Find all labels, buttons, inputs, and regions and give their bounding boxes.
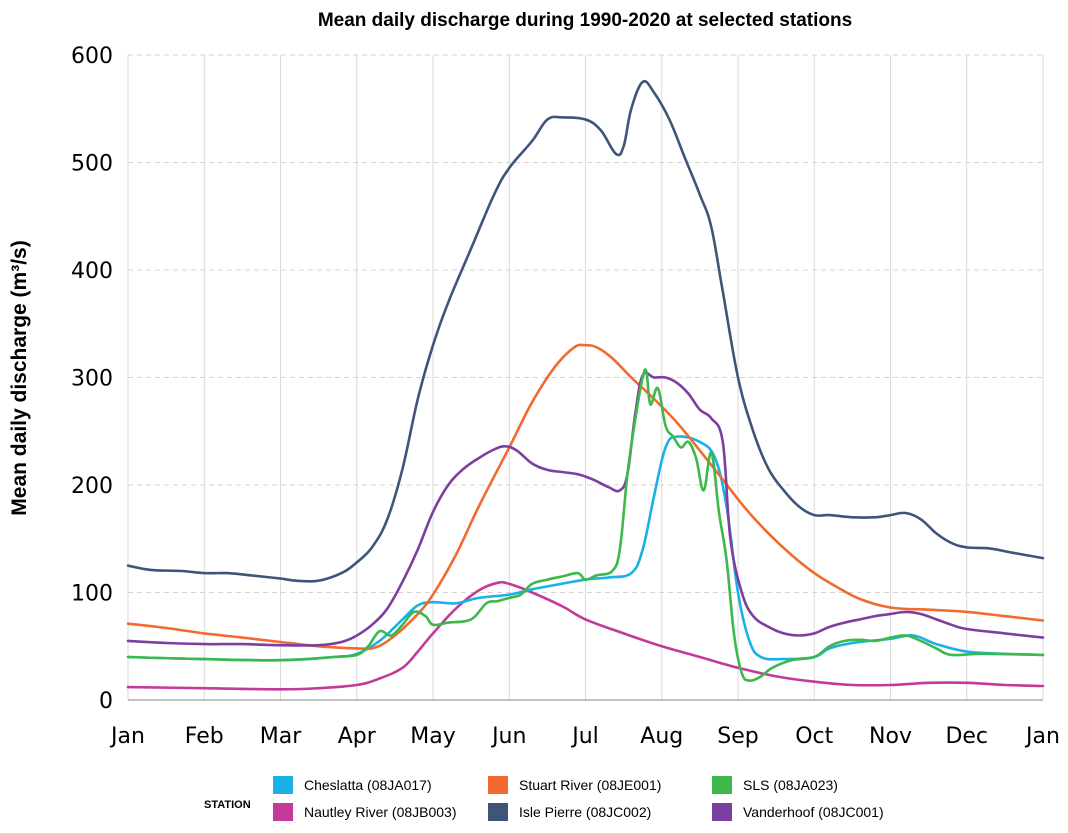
legend-title: STATION — [204, 799, 251, 811]
legend-label: Vanderhoof (08JC001) — [743, 804, 884, 820]
y-tick-label: 200 — [71, 474, 113, 499]
legend-label: Stuart River (08JE001) — [519, 777, 661, 793]
legend-swatch — [712, 803, 732, 821]
x-tick-label: Jan — [109, 724, 145, 749]
x-tick-label: Jan — [1024, 724, 1060, 749]
legend-label: Nautley River (08JB003) — [304, 804, 457, 820]
x-tick-label: Feb — [185, 724, 224, 749]
x-tick-label: Jun — [490, 724, 526, 749]
x-tick-label: Mar — [260, 724, 302, 749]
y-tick-label: 500 — [71, 152, 113, 177]
grid — [127, 54, 1044, 700]
x-tick-label: Sep — [717, 724, 758, 749]
y-tick-label: 600 — [71, 44, 113, 69]
series-line — [126, 368, 1045, 682]
series-lines — [126, 79, 1045, 691]
legend-swatch — [712, 776, 732, 794]
legend-label: Cheslatta (08JA017) — [304, 777, 432, 793]
x-tick-label: Jul — [570, 724, 599, 749]
series-line — [126, 435, 1045, 662]
series-line — [126, 580, 1045, 691]
x-tick-label: Apr — [338, 724, 377, 749]
x-tick-label: Oct — [795, 724, 833, 749]
legend-swatch — [488, 776, 508, 794]
legend-label: Isle Pierre (08JC002) — [519, 804, 651, 820]
x-tick-label: Aug — [640, 724, 683, 749]
y-tick-label: 400 — [71, 259, 113, 284]
series-line — [126, 79, 1045, 583]
legend-swatch — [488, 803, 508, 821]
legend-swatch — [273, 803, 293, 821]
y-axis-label: Mean daily discharge (m³/s) — [8, 240, 31, 515]
x-tick-label: Dec — [945, 724, 988, 749]
axes: Jan Feb Mar Apr May Jun Jul Aug Sep Oct Nov Dec Jan 0… — [71, 44, 1060, 749]
y-tick-label: 100 — [71, 582, 113, 607]
y-tick-label: 0 — [99, 689, 113, 714]
chart-title: Mean daily discharge during 1990-2020 at… — [318, 10, 852, 31]
legend-swatch — [273, 776, 293, 794]
x-tick-label: Nov — [869, 724, 912, 749]
y-tick-label: 300 — [71, 367, 113, 392]
series-line — [126, 343, 1045, 651]
x-tick-label: May — [410, 724, 455, 749]
legend-label: SLS (08JA023) — [743, 777, 838, 793]
legend: STATION Cheslatta (08JA017) Nautley River… — [204, 776, 884, 821]
